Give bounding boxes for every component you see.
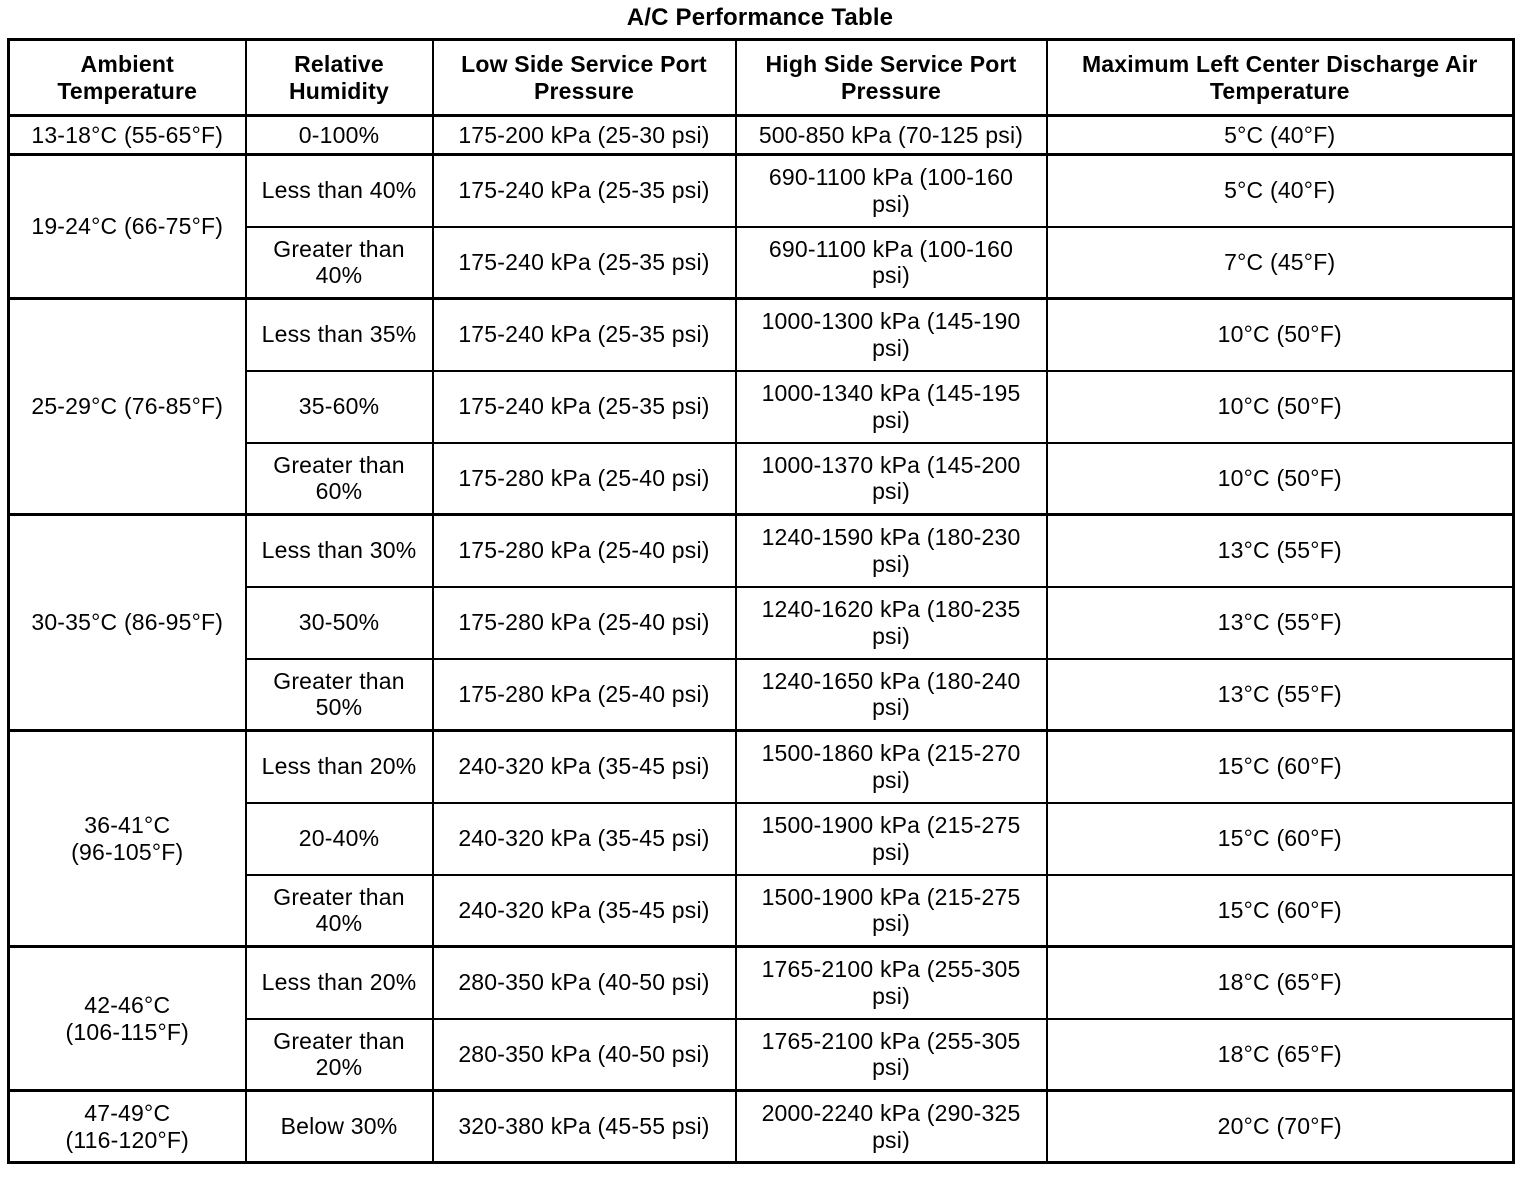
table-row: Greater than 60% 175-280 kPa (25-40 psi)… — [9, 441, 1515, 516]
header-row: Ambient Temperature Relative Humidity Lo… — [7, 38, 1515, 117]
col-header-high-side-pressure: High Side Service Port Pressure — [734, 38, 1048, 117]
low-side-cell: 175-240 kPa (25-35 psi) — [431, 297, 737, 372]
humidity-cell: Less than 40% — [244, 153, 434, 228]
table-row: 20-40% 240-320 kPa (35-45 psi) 1500-1900… — [9, 801, 1515, 876]
low-side-cell: 175-200 kPa (25-30 psi) — [431, 114, 737, 156]
humidity-cell: 0-100% — [244, 114, 434, 156]
low-side-cell: 175-240 kPa (25-35 psi) — [431, 153, 737, 228]
low-side-cell: 280-350 kPa (40-50 psi) — [431, 1017, 737, 1092]
low-side-cell: 240-320 kPa (35-45 psi) — [431, 873, 737, 948]
high-side-cell: 1240-1650 kPa (180-240 psi) — [734, 657, 1048, 732]
high-side-cell: 1500-1900 kPa (215-275 psi) — [734, 873, 1048, 948]
high-side-cell: 500-850 kPa (70-125 psi) — [734, 114, 1048, 156]
low-side-cell: 240-320 kPa (35-45 psi) — [431, 729, 737, 804]
table-row: 25-29°C (76-85°F) Less than 35% 175-240 … — [7, 297, 1515, 516]
discharge-cell: 5°C (40°F) — [1045, 114, 1515, 156]
discharge-cell: 10°C (50°F) — [1045, 297, 1515, 372]
low-side-cell: 175-240 kPa (25-35 psi) — [431, 225, 737, 300]
humidity-cell: Less than 35% — [244, 297, 434, 372]
table-row: Greater than 40% 175-240 kPa (25-35 psi)… — [9, 225, 1515, 300]
low-side-cell: 320-380 kPa (45-55 psi) — [431, 1089, 737, 1164]
discharge-cell: 20°C (70°F) — [1045, 1089, 1515, 1164]
ambient-cell: 47-49°C (116-120°F) — [7, 1089, 247, 1164]
low-side-cell: 175-280 kPa (25-40 psi) — [431, 657, 737, 732]
discharge-cell: 15°C (60°F) — [1045, 729, 1515, 804]
ambient-cell: 13-18°C (55-65°F) — [7, 114, 247, 156]
high-side-cell: 1500-1860 kPa (215-270 psi) — [734, 729, 1048, 804]
high-side-cell: 1000-1370 kPa (145-200 psi) — [734, 441, 1048, 516]
low-side-cell: 175-240 kPa (25-35 psi) — [431, 369, 737, 444]
table-row: Greater than 40% 240-320 kPa (35-45 psi)… — [9, 873, 1515, 948]
discharge-cell: 18°C (65°F) — [1045, 1017, 1515, 1092]
humidity-cell: Greater than 50% — [244, 657, 434, 732]
humidity-cell: Less than 30% — [244, 513, 434, 588]
ambient-cell: 36-41°C (96-105°F) — [7, 729, 247, 948]
humidity-cell: Greater than 40% — [244, 225, 434, 300]
discharge-cell: 5°C (40°F) — [1045, 153, 1515, 228]
ambient-cell: 30-35°C (86-95°F) — [7, 513, 247, 732]
humidity-cell: Less than 20% — [244, 729, 434, 804]
col-header-discharge-air-temperature: Maximum Left Center Discharge Air Temper… — [1045, 38, 1515, 117]
humidity-cell: Greater than 40% — [244, 873, 434, 948]
high-side-cell: 690-1100 kPa (100-160 psi) — [734, 153, 1048, 228]
discharge-cell: 13°C (55°F) — [1045, 585, 1515, 660]
humidity-cell: 30-50% — [244, 585, 434, 660]
table-row: Greater than 20% 280-350 kPa (40-50 psi)… — [9, 1017, 1515, 1092]
ac-performance-table: Ambient Temperature Relative Humidity Lo… — [7, 38, 1515, 1164]
low-side-cell: 175-280 kPa (25-40 psi) — [431, 441, 737, 516]
high-side-cell: 1240-1590 kPa (180-230 psi) — [734, 513, 1048, 588]
discharge-cell: 10°C (50°F) — [1045, 441, 1515, 516]
discharge-cell: 13°C (55°F) — [1045, 657, 1515, 732]
ambient-cell: 42-46°C (106-115°F) — [7, 945, 247, 1092]
low-side-cell: 175-280 kPa (25-40 psi) — [431, 585, 737, 660]
humidity-cell: Below 30% — [244, 1089, 434, 1164]
table-row: 35-60% 175-240 kPa (25-35 psi) 1000-1340… — [9, 369, 1515, 444]
discharge-cell: 18°C (65°F) — [1045, 945, 1515, 1020]
table-row: 19-24°C (66-75°F) Less than 40% 175-240 … — [7, 153, 1515, 300]
high-side-cell: 1000-1300 kPa (145-190 psi) — [734, 297, 1048, 372]
humidity-cell: 20-40% — [244, 801, 434, 876]
table-row: 36-41°C (96-105°F) Less than 20% 240-320… — [7, 729, 1515, 948]
high-side-cell: 690-1100 kPa (100-160 psi) — [734, 225, 1048, 300]
high-side-cell: 1765-2100 kPa (255-305 psi) — [734, 1017, 1048, 1092]
low-side-cell: 280-350 kPa (40-50 psi) — [431, 945, 737, 1020]
humidity-cell: Less than 20% — [244, 945, 434, 1020]
low-side-cell: 175-280 kPa (25-40 psi) — [431, 513, 737, 588]
col-header-low-side-pressure: Low Side Service Port Pressure — [431, 38, 737, 117]
table-row: 42-46°C (106-115°F) Less than 20% 280-35… — [7, 945, 1515, 1092]
col-header-ambient-temperature: Ambient Temperature — [7, 38, 247, 117]
table-row: Greater than 50% 175-280 kPa (25-40 psi)… — [9, 657, 1515, 732]
ambient-cell: 25-29°C (76-85°F) — [7, 297, 247, 516]
high-side-cell: 1000-1340 kPa (145-195 psi) — [734, 369, 1048, 444]
high-side-cell: 2000-2240 kPa (290-325 psi) — [734, 1089, 1048, 1164]
table-row: 47-49°C (116-120°F) Below 30% 320-380 kP… — [7, 1089, 1515, 1164]
humidity-cell: Greater than 60% — [244, 441, 434, 516]
table-row: 30-35°C (86-95°F) Less than 30% 175-280 … — [7, 513, 1515, 732]
humidity-cell: 35-60% — [244, 369, 434, 444]
col-header-relative-humidity: Relative Humidity — [244, 38, 434, 117]
table-title: A/C Performance Table — [626, 4, 894, 31]
discharge-cell: 7°C (45°F) — [1045, 225, 1515, 300]
high-side-cell: 1240-1620 kPa (180-235 psi) — [734, 585, 1048, 660]
high-side-cell: 1500-1900 kPa (215-275 psi) — [734, 801, 1048, 876]
humidity-cell: Greater than 20% — [244, 1017, 434, 1092]
high-side-cell: 1765-2100 kPa (255-305 psi) — [734, 945, 1048, 1020]
low-side-cell: 240-320 kPa (35-45 psi) — [431, 801, 737, 876]
discharge-cell: 10°C (50°F) — [1045, 369, 1515, 444]
table-row: 13-18°C (55-65°F) 0-100% 175-200 kPa (25… — [7, 114, 1515, 156]
ambient-cell: 19-24°C (66-75°F) — [7, 153, 247, 300]
discharge-cell: 13°C (55°F) — [1045, 513, 1515, 588]
discharge-cell: 15°C (60°F) — [1045, 873, 1515, 948]
table-row: 30-50% 175-280 kPa (25-40 psi) 1240-1620… — [9, 585, 1515, 660]
discharge-cell: 15°C (60°F) — [1045, 801, 1515, 876]
